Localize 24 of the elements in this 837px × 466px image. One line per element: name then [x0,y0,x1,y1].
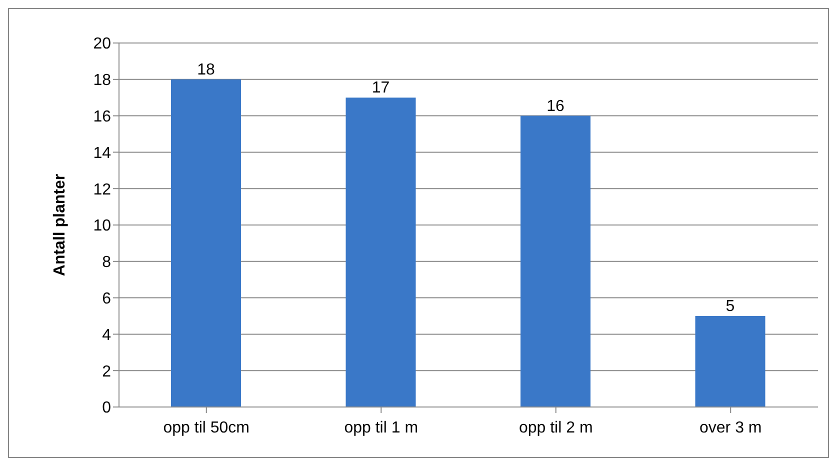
x-tick-label: opp til 1 m [344,419,418,436]
data-label: 5 [726,298,735,315]
data-label: 16 [546,98,564,115]
y-tick-label: 16 [93,108,112,126]
bar [695,316,766,407]
x-tick-label: opp til 50cm [163,419,250,436]
y-tick-label: 10 [93,218,112,235]
x-tick-label: over 3 m [700,419,762,436]
y-tick-label: 14 [93,144,112,162]
y-tick-label: 8 [102,254,112,272]
bar [171,79,241,407]
y-tick-label: 18 [93,72,112,90]
y-tick-label: 2 [102,363,112,380]
y-tick-label: 6 [102,290,112,308]
bar [520,116,590,407]
y-tick-label: 20 [93,36,112,53]
data-label: 17 [372,80,390,97]
y-tick-label: 4 [102,326,112,344]
data-label: 18 [197,61,215,78]
y-tick-label: 12 [93,181,112,198]
x-tick-label: opp til 2 m [518,419,593,436]
y-axis-title: Antall planter [52,174,69,276]
bar [346,98,416,407]
y-tick-label: 0 [102,400,112,417]
